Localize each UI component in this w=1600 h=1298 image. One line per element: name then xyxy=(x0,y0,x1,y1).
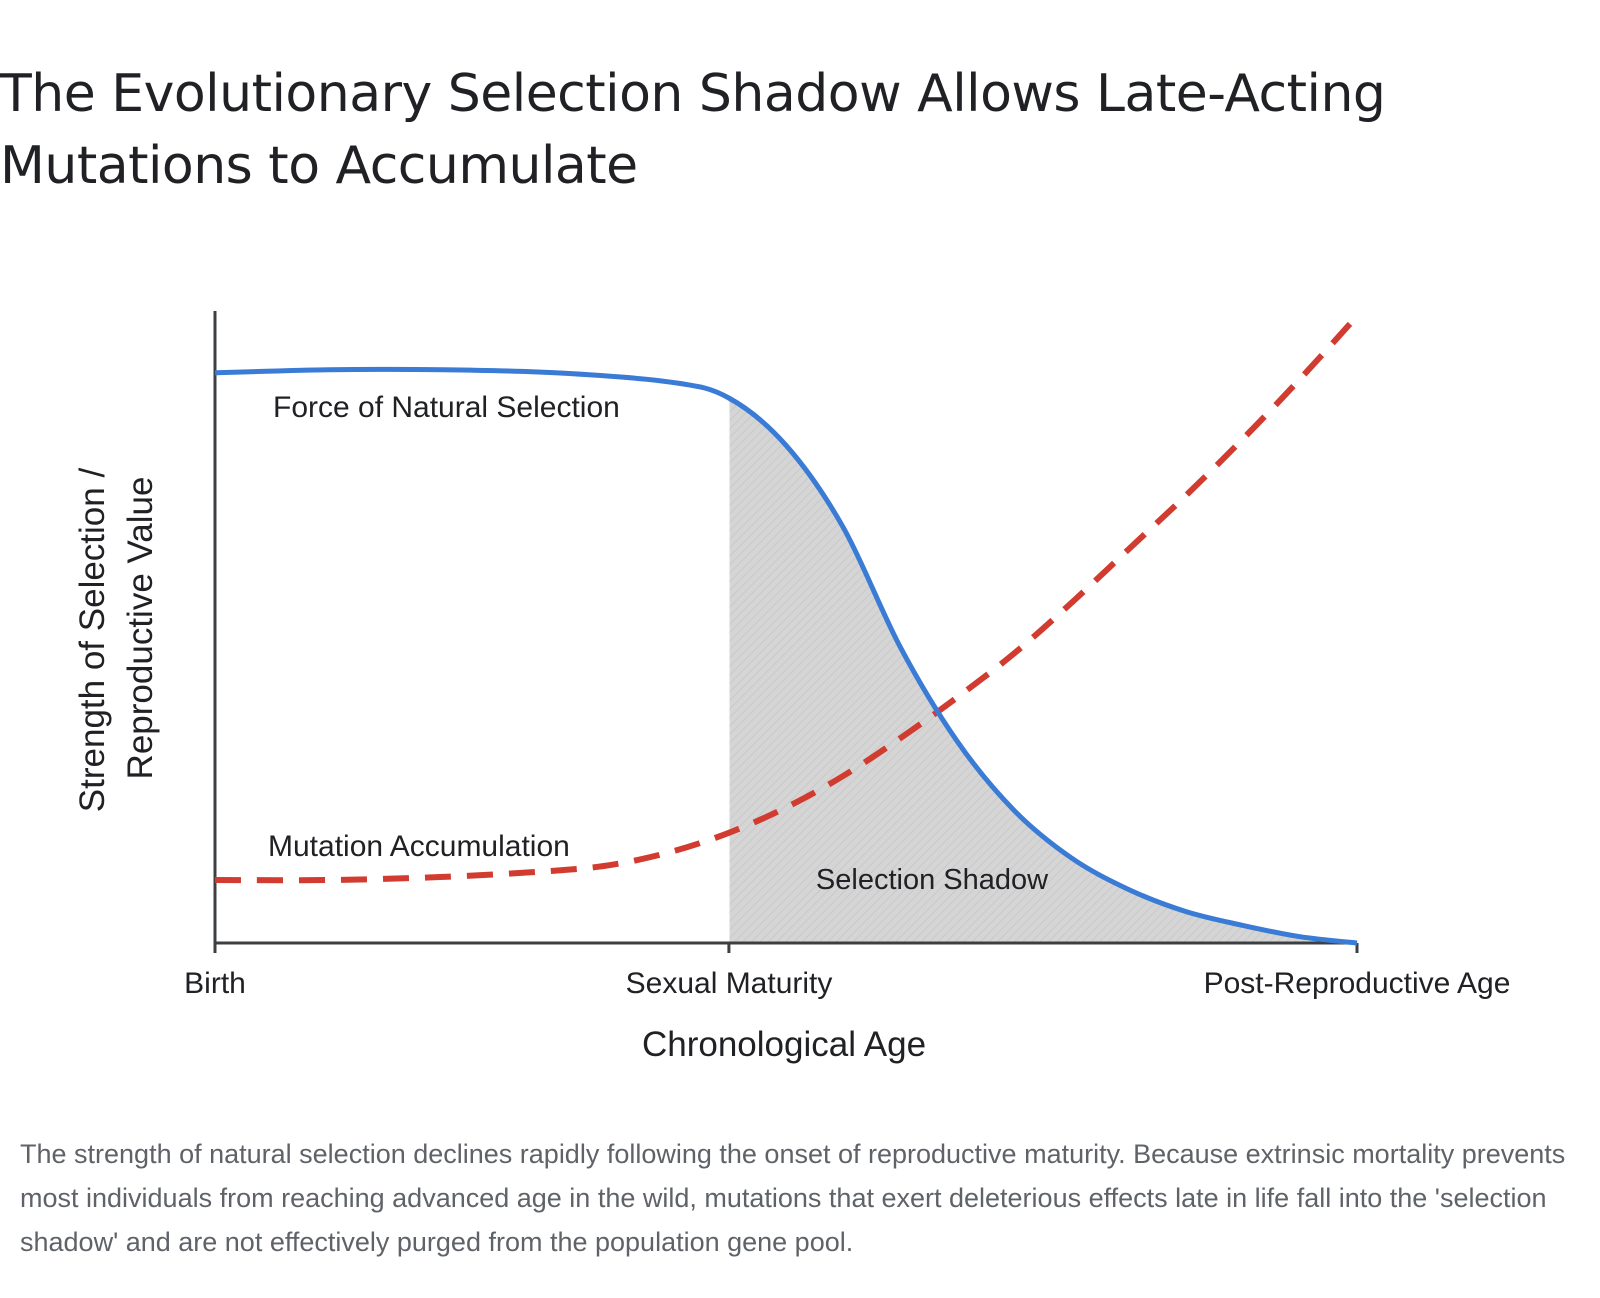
x-tick-label-sexual-maturity: Sexual Maturity xyxy=(626,967,833,1000)
y-axis-title: Strength of Selection / Reproductive Val… xyxy=(73,468,160,813)
x-tick-label-birth: Birth xyxy=(184,967,246,1000)
shaded-region-label: Selection Shadow xyxy=(816,864,1049,896)
x-tick-label-post-reproductive-age: Post-Reproductive Age xyxy=(1204,967,1511,1000)
series-label-mutation-accumulation: Mutation Accumulation xyxy=(268,830,570,863)
chart: Force of Natural Selection Mutation Accu… xyxy=(73,311,1511,1064)
y-axis-title-line-2: Reproductive Value xyxy=(121,477,160,780)
series-label-natural-selection: Force of Natural Selection xyxy=(273,391,620,424)
x-tick-marks xyxy=(213,943,1359,953)
y-axis-title-line-1: Strength of Selection / xyxy=(73,468,112,813)
x-axis-title: Chronological Age xyxy=(642,1025,926,1064)
page-title: The Evolutionary Selection Shadow Allows… xyxy=(0,64,1386,196)
natural-selection-line xyxy=(214,366,1358,946)
figure-caption: The strength of natural selection declin… xyxy=(20,1139,1566,1257)
mutation-accumulation-line xyxy=(214,314,1360,884)
selection-shadow-area xyxy=(728,398,1357,943)
